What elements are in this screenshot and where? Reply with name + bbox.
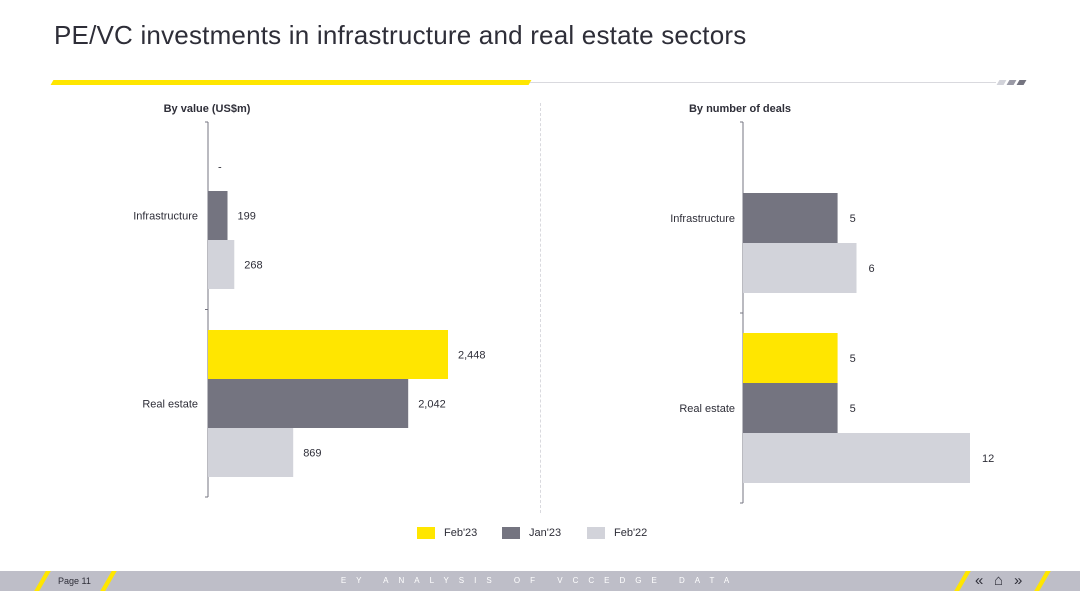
data-label: - [218,162,222,174]
chart-divider [540,103,541,513]
legend-label: Feb'23 [444,527,478,539]
data-label: 12 [982,453,994,465]
legend-item-feb23: Feb'23 [417,527,477,539]
bar [208,428,294,477]
title-underline-rule [530,82,996,83]
data-label: 5 [850,213,856,225]
chart-1-title: By value (US$m) [163,103,251,115]
data-label: 5 [850,403,856,415]
bar [208,240,235,289]
data-label: 199 [238,211,256,223]
page-title: PE/VC investments in infrastructure and … [54,20,747,50]
data-label: 2,448 [458,350,486,362]
legend-label: Jan'23 [529,527,562,539]
legend-swatch [502,527,520,539]
bar [743,243,857,293]
bar [743,433,970,483]
data-label: 2,042 [418,399,446,411]
legend-swatch [417,527,435,539]
data-label: 5 [850,353,856,365]
category-label: Infrastructure [133,211,198,223]
bar [208,191,228,240]
bar [743,193,838,243]
category-label: Real estate [142,399,198,411]
legend-swatch [587,527,605,539]
previous-page-icon[interactable]: « [975,572,984,589]
legend-label: Feb'22 [614,527,648,539]
home-icon[interactable]: ⌂ [994,572,1004,589]
legend-item-jan23: Jan'23 [502,527,561,539]
next-page-icon[interactable]: » [1014,572,1023,589]
data-label: 268 [244,260,262,272]
legend-item-feb22: Feb'22 [587,527,647,539]
data-label: 869 [303,448,321,460]
footer-source-text: EY ANALYSIS OF VCCEDGE DATA [340,576,740,585]
chart-2-title: By number of deals [688,103,792,115]
page-number: Page 11 [58,576,91,586]
category-label: Infrastructure [670,213,735,225]
bar [743,333,838,383]
footer-bar [0,571,1080,591]
bar [208,379,409,428]
data-label: 6 [869,263,875,275]
bar [208,330,448,379]
category-label: Real estate [679,403,735,415]
bar [743,383,838,433]
